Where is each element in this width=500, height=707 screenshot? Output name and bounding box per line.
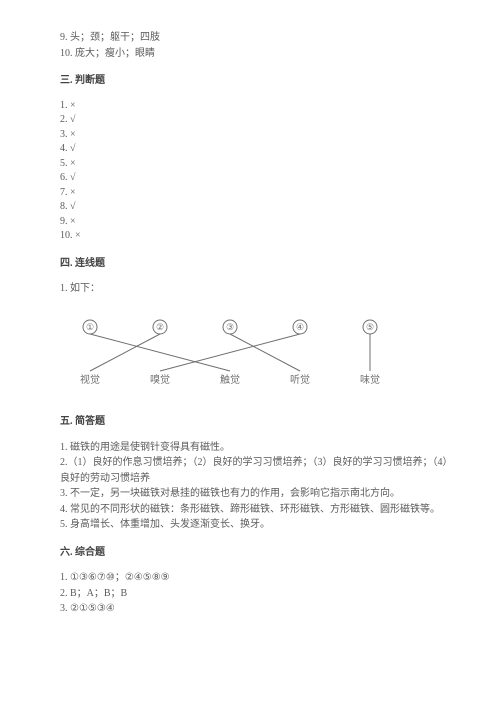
item-num: 9. bbox=[60, 32, 68, 43]
list-item: 2. B；A；B；B bbox=[60, 586, 450, 602]
bottom-node-label: 听觉 bbox=[290, 374, 310, 386]
list-item: 3. × bbox=[60, 128, 450, 143]
section-title-comprehensive: 六. 综合题 bbox=[60, 545, 450, 561]
top-items: 9. 头；颈；躯干；四肢 10. 庞大；瘦小；眼睛 bbox=[60, 30, 450, 61]
list-item: 10. × bbox=[60, 229, 450, 244]
list-item: 1. × bbox=[60, 99, 450, 114]
list-item: 1. 磁铁的用途是使钢针变得具有磁性。 bbox=[60, 440, 450, 456]
matching-edge bbox=[90, 334, 230, 371]
list-item: 7. × bbox=[60, 186, 450, 201]
item-text: 庞大；瘦小；眼睛 bbox=[75, 48, 155, 59]
section-title-matching: 四. 连线题 bbox=[60, 256, 450, 272]
matching-svg: ① ② ③ ④ ⑤ 视觉 嗅觉 触觉 听觉 味觉 bbox=[60, 307, 400, 397]
bottom-node-label: 视觉 bbox=[80, 373, 100, 386]
short-answer-list: 1. 磁铁的用途是使钢针变得具有磁性。 2.（1）良好的作息习惯培养；（2）良好… bbox=[60, 440, 450, 533]
bottom-node-label: 嗅觉 bbox=[150, 373, 170, 386]
page: 9. 头；颈；躯干；四肢 10. 庞大；瘦小；眼睛 三. 判断题 1. × 2.… bbox=[0, 0, 500, 647]
top-node-label: ① bbox=[86, 322, 94, 332]
list-item: 4. 常见的不同形状的磁铁：条形磁铁、蹄形磁铁、环形磁铁、方形磁铁、圆形磁铁等。 bbox=[60, 502, 450, 518]
top-node-label: ③ bbox=[226, 322, 234, 332]
list-item: 10. 庞大；瘦小；眼睛 bbox=[60, 46, 450, 62]
matching-diagram: ① ② ③ ④ ⑤ 视觉 嗅觉 触觉 听觉 味觉 bbox=[60, 307, 450, 403]
list-item: 3. 不一定，另一块磁铁对悬挂的磁铁也有力的作用，会影响它指示南北方向。 bbox=[60, 486, 450, 502]
matching-edge bbox=[230, 334, 300, 371]
list-item: 1. ①③⑥⑦⑩；②④⑤⑧⑨ bbox=[60, 570, 450, 586]
list-item: 4. √ bbox=[60, 142, 450, 157]
list-item: 9. 头；颈；躯干；四肢 bbox=[60, 30, 450, 46]
bottom-node-label: 味觉 bbox=[360, 374, 380, 386]
list-item: 2.（1）良好的作息习惯培养；（2）良好的学习习惯培养；（3）良好的学习习惯培养… bbox=[60, 455, 450, 486]
item-text: 头；颈；躯干；四肢 bbox=[70, 32, 160, 43]
list-item: 3. ②①⑤③④ bbox=[60, 601, 450, 617]
section-title-judgment: 三. 判断题 bbox=[60, 73, 450, 89]
item-num: 10. bbox=[60, 48, 73, 59]
list-item: 8. √ bbox=[60, 200, 450, 215]
top-node-label: ⑤ bbox=[366, 322, 374, 332]
matching-edge bbox=[90, 334, 160, 371]
section-title-short-answer: 五. 简答题 bbox=[60, 414, 450, 430]
list-item: 9. × bbox=[60, 215, 450, 230]
matching-lead: 1. 如下： bbox=[60, 281, 450, 297]
comprehensive-list: 1. ①③⑥⑦⑩；②④⑤⑧⑨ 2. B；A；B；B 3. ②①⑤③④ bbox=[60, 570, 450, 617]
matching-edge bbox=[160, 334, 300, 371]
top-node-label: ② bbox=[156, 322, 164, 332]
list-item: 6. √ bbox=[60, 171, 450, 186]
list-item: 5. × bbox=[60, 157, 450, 172]
list-item: 2. √ bbox=[60, 113, 450, 128]
bottom-node-label: 触觉 bbox=[220, 373, 240, 386]
top-node-label: ④ bbox=[296, 322, 304, 332]
judgment-answers: 1. × 2. √ 3. × 4. √ 5. × 6. √ 7. × 8. √ … bbox=[60, 99, 450, 244]
list-item: 5. 身高增长、体重增加、头发逐渐变长、换牙。 bbox=[60, 517, 450, 533]
